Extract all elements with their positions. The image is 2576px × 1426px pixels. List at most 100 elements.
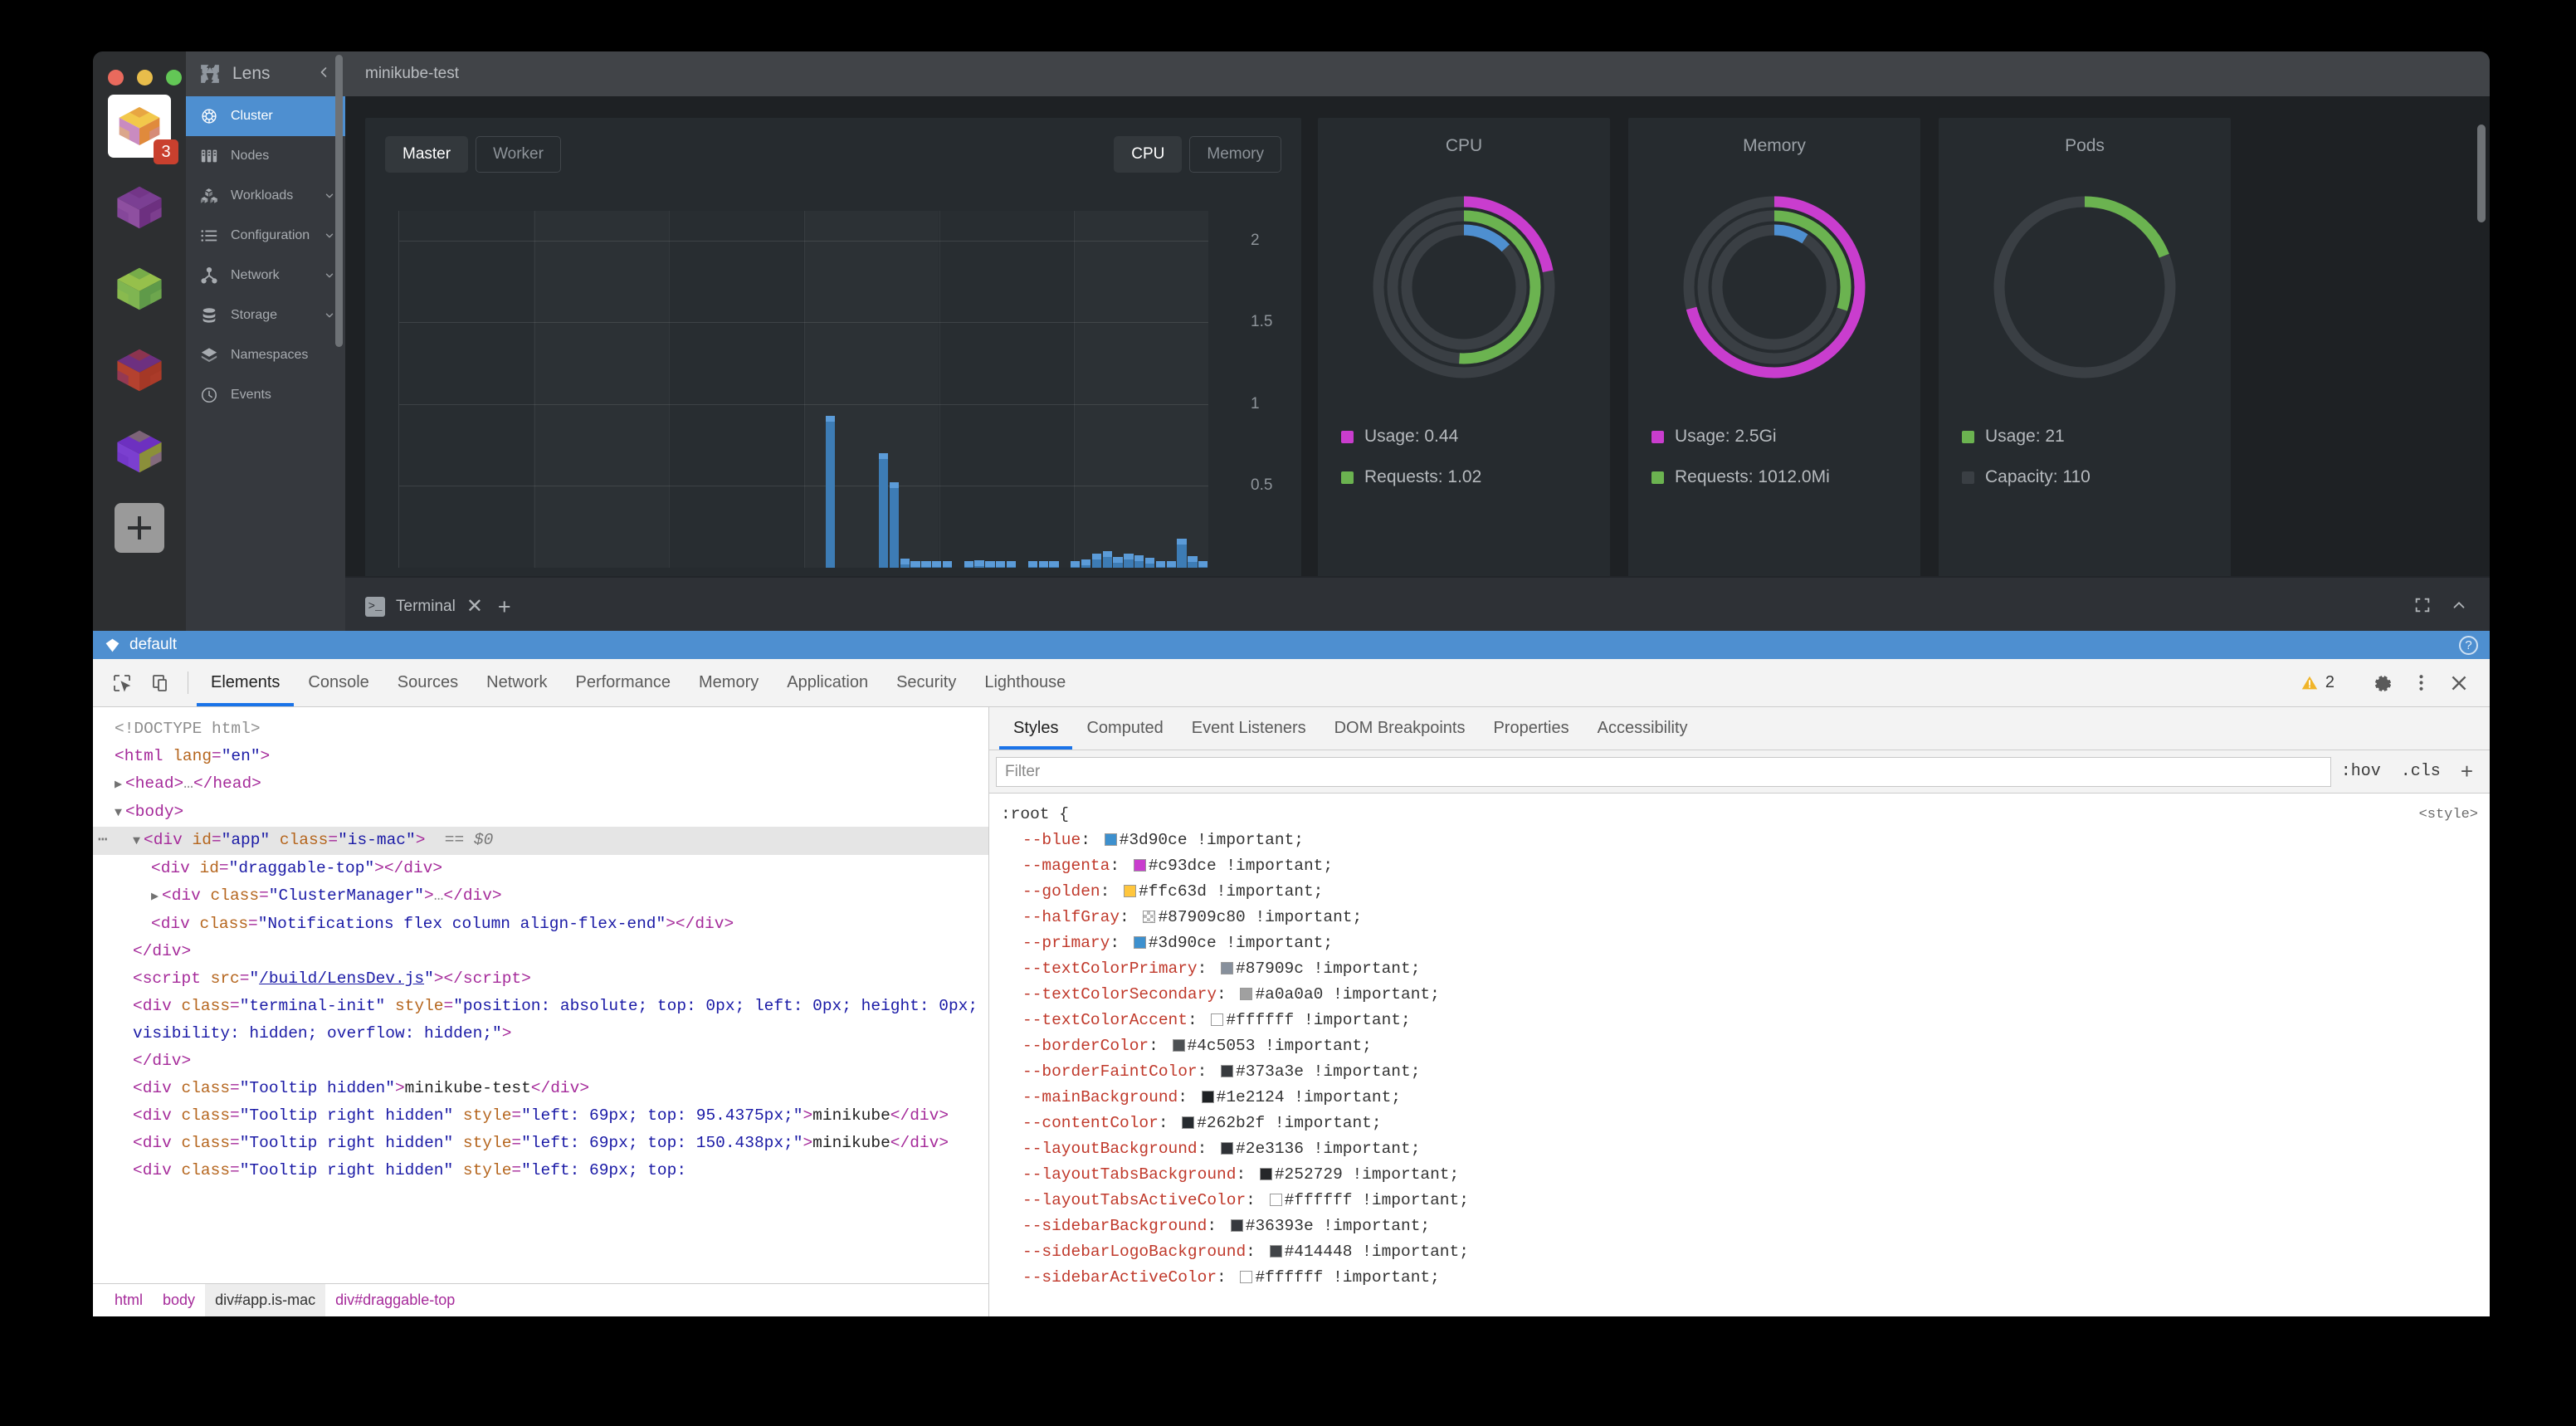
dom-tree-line[interactable]: ⋯ ▼ <div id="app" class="is-mac"> == $0	[93, 827, 988, 855]
color-swatch[interactable]	[1259, 1168, 1272, 1180]
dom-twisty[interactable]: ▶	[115, 778, 123, 792]
sidebar-item-configuration[interactable]: Configuration	[186, 216, 345, 256]
breadcrumb-item[interactable]: body	[163, 1292, 196, 1308]
css-declaration[interactable]: --layoutTabsBackground: #252729 !importa…	[1022, 1165, 1460, 1184]
tab-performance[interactable]: Performance	[575, 673, 671, 691]
tab-dom-breakpoints[interactable]: DOM Breakpoints	[1334, 719, 1466, 737]
css-declaration[interactable]: --blue: #3d90ce !important;	[1022, 831, 1304, 849]
close-icon[interactable]	[2440, 672, 2478, 694]
breadcrumb-item[interactable]: html	[115, 1292, 144, 1308]
css-property[interactable]: --layoutBackground	[1022, 1140, 1198, 1158]
status-badge[interactable]: 2	[2289, 673, 2346, 692]
device-toolbar-icon[interactable]	[141, 659, 179, 706]
css-declaration[interactable]: --halfGray: #87909c80 !important;	[1022, 908, 1363, 926]
close-icon[interactable]: ✕	[466, 595, 483, 618]
css-declaration[interactable]: --primary: #3d90ce !important;	[1022, 934, 1334, 952]
minimize-window-button[interactable]	[137, 70, 153, 85]
plus-icon[interactable]: +	[497, 593, 511, 619]
css-property[interactable]: --mainBackground	[1022, 1088, 1178, 1106]
css-value[interactable]: #414448	[1284, 1243, 1353, 1261]
css-rule-source[interactable]: <style>	[2418, 807, 2478, 823]
chevron-up-icon[interactable]	[2450, 596, 2468, 618]
breadcrumb-item[interactable]: div#draggable-top	[335, 1292, 456, 1308]
tab-network[interactable]: Network	[486, 673, 548, 691]
expand-icon[interactable]	[2413, 596, 2432, 618]
color-swatch[interactable]	[1133, 859, 1146, 872]
dom-tree-line[interactable]: ▼ <body>	[115, 803, 184, 821]
kebab-menu-icon[interactable]	[2402, 672, 2440, 693]
sidebar-item-storage[interactable]: Storage	[186, 295, 345, 335]
node-role-worker-button[interactable]: Worker	[476, 136, 561, 173]
cluster-rail-item-1[interactable]: 3	[108, 95, 178, 164]
css-declaration[interactable]: --golden: #ffc63d !important;	[1022, 882, 1324, 901]
metric-cpu-button[interactable]: CPU	[1114, 136, 1183, 173]
css-declaration[interactable]: --borderColor: #4c5053 !important;	[1022, 1037, 1372, 1055]
dom-tree-line[interactable]: <div class="Tooltip right hidden" style=…	[133, 1106, 949, 1125]
add-cluster-button[interactable]	[115, 503, 164, 553]
dom-tree-line[interactable]: <div class="terminal-init" style="positi…	[133, 997, 988, 1043]
dom-twisty[interactable]: ▼	[115, 806, 123, 820]
sidebar-item-network[interactable]: Network	[186, 256, 345, 295]
dom-tree-line[interactable]: <!DOCTYPE html>	[115, 720, 261, 738]
color-swatch[interactable]	[1211, 1013, 1224, 1026]
sidebar-item-cluster[interactable]: Cluster	[186, 96, 345, 136]
dom-tree-line[interactable]: </div>	[133, 942, 192, 960]
css-value[interactable]: #373a3e	[1236, 1062, 1304, 1081]
dom-tree-line[interactable]: <div id="draggable-top"></div>	[151, 859, 443, 877]
tab-memory[interactable]: Memory	[699, 673, 759, 691]
color-swatch[interactable]	[1240, 988, 1253, 1000]
css-value[interactable]: #ffc63d	[1139, 882, 1207, 901]
css-property[interactable]: --sidebarBackground	[1022, 1217, 1208, 1235]
css-property[interactable]: --sidebarLogoBackground	[1022, 1243, 1247, 1261]
color-swatch[interactable]	[1221, 1142, 1234, 1155]
breadcrumb-item[interactable]: div#app.is-mac	[205, 1284, 326, 1316]
color-swatch[interactable]	[1230, 1219, 1243, 1232]
sidebar-item-nodes[interactable]: Nodes	[186, 136, 345, 176]
chevron-down-icon[interactable]	[324, 230, 335, 242]
sidebar-item-namespaces[interactable]: Namespaces	[186, 335, 345, 375]
css-value[interactable]: #a0a0a0	[1255, 985, 1324, 1004]
css-declaration[interactable]: --sidebarLogoBackground: #414448 !import…	[1022, 1243, 1469, 1261]
css-property[interactable]: --layoutTabsActiveColor	[1022, 1191, 1247, 1209]
tab-styles[interactable]: Styles	[999, 707, 1073, 750]
styles-filter-input[interactable]	[996, 756, 2331, 787]
cluster-rail-item-4[interactable]	[108, 339, 171, 402]
sidebar-item-events[interactable]: Events	[186, 375, 345, 415]
tab-properties[interactable]: Properties	[1493, 719, 1569, 737]
css-declaration[interactable]: --textColorPrimary: #87909c !important;	[1022, 960, 1421, 978]
cluster-rail-item-5[interactable]	[108, 420, 171, 483]
css-declaration[interactable]: --layoutTabsActiveColor: #ffffff !import…	[1022, 1191, 1469, 1209]
css-value[interactable]: #2e3136	[1236, 1140, 1304, 1158]
dom-line-dots[interactable]: ⋯	[98, 831, 109, 849]
tab-security[interactable]: Security	[896, 673, 957, 691]
color-swatch[interactable]	[1221, 1065, 1234, 1077]
css-property[interactable]: --textColorSecondary	[1022, 985, 1217, 1004]
tab-elements[interactable]: Elements	[197, 659, 295, 706]
cluster-rail-item-2[interactable]	[108, 176, 171, 239]
color-swatch[interactable]	[1104, 833, 1117, 846]
dom-tree-line[interactable]: <html lang="en">	[115, 747, 271, 765]
color-swatch[interactable]	[1172, 1039, 1185, 1052]
color-swatch[interactable]	[1124, 885, 1137, 897]
close-window-button[interactable]	[108, 70, 124, 85]
content-scrollbar[interactable]	[2477, 125, 2486, 222]
dom-tree-line[interactable]: <div class="Tooltip hidden">minikube-tes…	[133, 1079, 590, 1097]
dom-tree-line[interactable]: <div class="Notifications flex column al…	[151, 915, 734, 933]
sidebar-item-workloads[interactable]: Workloads	[186, 176, 345, 216]
node-role-master-button[interactable]: Master	[385, 136, 469, 173]
terminal-tab[interactable]: >_ Terminal ✕	[365, 597, 483, 617]
question-mark-icon[interactable]: ?	[2459, 635, 2478, 655]
css-value[interactable]: #262b2f	[1197, 1114, 1266, 1132]
css-declaration[interactable]: --textColorSecondary: #a0a0a0 !important…	[1022, 985, 1440, 1004]
chevron-left-icon[interactable]	[314, 64, 334, 84]
css-declaration[interactable]: --contentColor: #262b2f !important;	[1022, 1114, 1382, 1132]
css-value[interactable]: #36393e	[1245, 1217, 1314, 1235]
dom-tree-line[interactable]: </div>	[133, 1052, 192, 1070]
class-toggle[interactable]: .cls	[2400, 762, 2441, 781]
color-swatch[interactable]	[1221, 962, 1234, 974]
css-property[interactable]: --borderFaintColor	[1022, 1062, 1198, 1081]
css-property[interactable]: --borderColor	[1022, 1037, 1149, 1055]
metric-memory-button[interactable]: Memory	[1189, 136, 1281, 173]
dom-twisty[interactable]: ▼	[133, 834, 141, 848]
tab-sources[interactable]: Sources	[397, 673, 459, 691]
